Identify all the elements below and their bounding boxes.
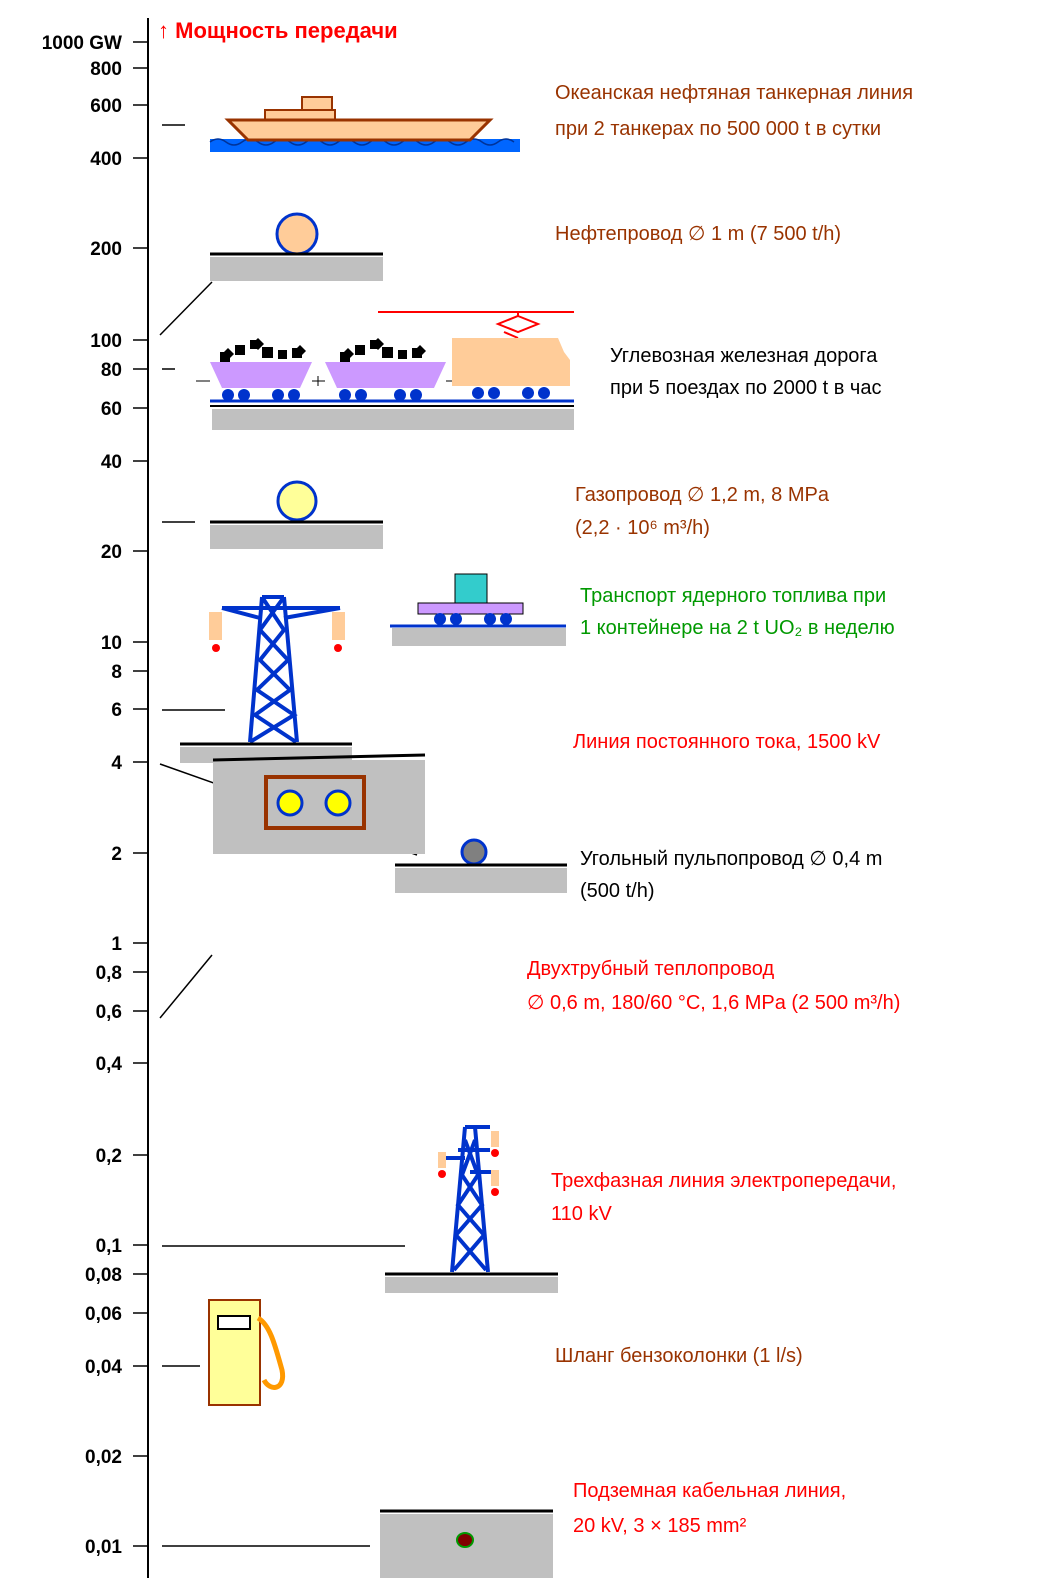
gas-pipe (210, 482, 383, 549)
label: ∅ 0,6 m, 180/60 °C, 1,6 MPa (2 500 m³/h) (527, 992, 900, 1014)
tick-label: 0,06 (85, 1304, 122, 1325)
tick-label: 400 (90, 149, 122, 170)
tick-label: 0,6 (96, 1002, 122, 1023)
tick-label: 40 (101, 452, 122, 473)
dc-tower (222, 597, 340, 742)
tick-label: 8 (111, 662, 122, 683)
tick-label: 100 (90, 331, 122, 352)
coal-railway (196, 312, 574, 430)
tick-label: 0,8 (96, 963, 122, 984)
label: Трехфазная линия электропередачи, (551, 1170, 896, 1192)
tick-label: 0,02 (85, 1447, 122, 1468)
tick-label: 2 (111, 844, 122, 865)
tick-label: 4 (111, 753, 122, 774)
tick-label: 6 (111, 700, 122, 721)
tick-label: 80 (101, 360, 122, 381)
label: 1 контейнере на 2 t UO₂ в неделю (580, 617, 895, 639)
label: Транспорт ядерного топлива при (580, 585, 886, 607)
label: Двухтрубный теплопровод (527, 958, 774, 980)
label: (500 t/h) (580, 880, 654, 902)
tick-label: 10 (101, 633, 122, 654)
tick-label: 600 (90, 96, 122, 117)
tick-label: 800 (90, 59, 122, 80)
tick-label: 0,08 (85, 1265, 122, 1286)
label: 20 kV, 3 × 185 mm² (573, 1515, 747, 1537)
tick-label: 20 (101, 542, 122, 563)
heat-pipe (213, 755, 425, 854)
fuel-pump (209, 1300, 283, 1405)
tick-label: 60 (101, 399, 122, 420)
tanker (210, 97, 520, 152)
label: Подземная кабельная линия, (573, 1480, 846, 1502)
label: при 5 поездах по 2000 t в час (610, 377, 881, 399)
label: Шланг бензоколонки (1 l/s) (555, 1345, 803, 1367)
tick-label: 0,04 (85, 1357, 122, 1378)
label: 110 kV (551, 1203, 612, 1225)
cable (380, 1511, 553, 1578)
tick-label: 200 (90, 239, 122, 260)
ac-tower (446, 1127, 492, 1272)
axis-title: ↑ Мощность передачи (158, 18, 398, 43)
label: Угольный пульпопровод ∅ 0,4 m (580, 848, 882, 870)
tick-label: 0,4 (96, 1054, 123, 1075)
label: Углевозная железная дорога (610, 345, 878, 367)
tick-label: 0,01 (85, 1537, 122, 1558)
labels: Океанская нефтяная танкерная линия при 2… (527, 82, 913, 1537)
ticks: 1000 GW 800 600 400 200 100 80 60 40 20 10 8 6 4 2 1 0,8… (42, 33, 148, 1558)
label: при 2 танкерах по 500 000 t в сутки (555, 118, 881, 140)
diagram: ↑ Мощность передачи 1000 GW8006004002001… (0, 0, 1043, 1578)
label: (2,2 · 10⁶ m³/h) (575, 517, 710, 539)
label: Океанская нефтяная танкерная линия (555, 82, 913, 104)
tick-label: 0,1 (96, 1236, 123, 1257)
tick-label: 1000 GW (42, 33, 122, 54)
oil-pipe (210, 214, 383, 281)
tick-label: 1 (111, 934, 122, 955)
label: Нефтепровод ∅ 1 m (7 500 t/h) (555, 223, 841, 245)
nuclear-transport (390, 574, 566, 646)
label: Газопровод ∅ 1,2 m, 8 MPa (575, 484, 830, 506)
tick-label: 0,2 (96, 1146, 122, 1167)
label: Линия постоянного тока, 1500 kV (573, 731, 881, 753)
